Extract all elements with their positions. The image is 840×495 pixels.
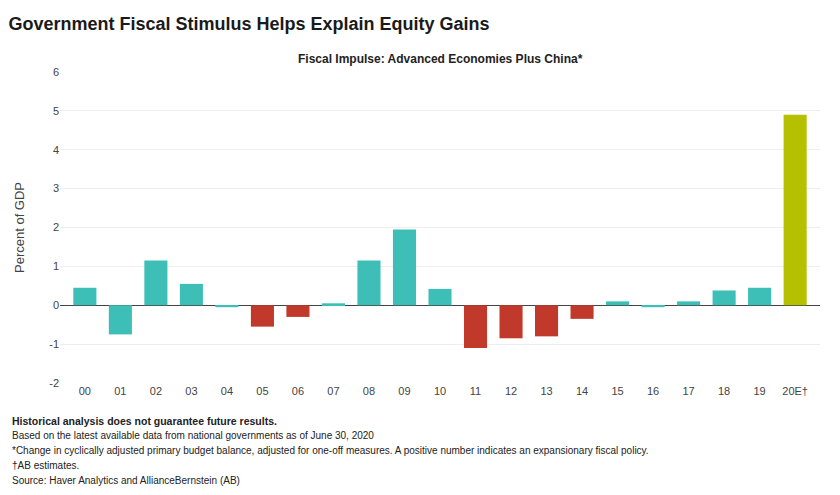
svg-text:17: 17 (682, 385, 694, 397)
svg-text:Percent of GDP: Percent of GDP (12, 182, 27, 273)
svg-text:Government Fiscal Stimulus Hel: Government Fiscal Stimulus Helps Explain… (8, 14, 489, 34)
svg-text:12: 12 (505, 385, 517, 397)
svg-text:05: 05 (256, 385, 268, 397)
svg-text:09: 09 (398, 385, 410, 397)
svg-text:0: 0 (53, 299, 59, 311)
svg-text:Source: Haver Analytics and Al: Source: Haver Analytics and AllianceBern… (12, 475, 240, 486)
svg-text:3: 3 (53, 182, 59, 194)
svg-text:10: 10 (434, 385, 446, 397)
svg-text:11: 11 (470, 385, 481, 397)
svg-text:06: 06 (292, 385, 304, 397)
svg-text:Fiscal Impulse: Advanced Econo: Fiscal Impulse: Advanced Economies Plus … (298, 52, 583, 66)
svg-text:5: 5 (53, 105, 59, 117)
svg-text:Historical analysis does not g: Historical analysis does not guarantee f… (12, 415, 277, 427)
svg-text:19: 19 (754, 385, 766, 397)
svg-text:-1: -1 (49, 338, 59, 350)
svg-text:04: 04 (221, 385, 233, 397)
svg-text:08: 08 (363, 385, 375, 397)
svg-text:16: 16 (647, 385, 659, 397)
svg-text:1: 1 (53, 260, 59, 272)
svg-text:2: 2 (53, 221, 59, 233)
svg-text:07: 07 (327, 385, 339, 397)
svg-text:†AB estimates.: †AB estimates. (12, 460, 79, 471)
svg-text:18: 18 (718, 385, 730, 397)
svg-text:01: 01 (114, 385, 126, 397)
svg-text:-2: -2 (49, 377, 59, 389)
svg-text:4: 4 (53, 144, 59, 156)
svg-text:15: 15 (611, 385, 623, 397)
svg-text:Based on the latest available: Based on the latest available data from … (12, 430, 374, 441)
svg-text:13: 13 (540, 385, 552, 397)
svg-text:00: 00 (79, 385, 91, 397)
svg-text:02: 02 (150, 385, 162, 397)
svg-text:6: 6 (53, 66, 59, 78)
svg-text:20E†: 20E† (782, 385, 808, 397)
svg-text:*Change in cyclically adjusted: *Change in cyclically adjusted primary b… (12, 445, 649, 456)
svg-text:14: 14 (576, 385, 588, 397)
svg-text:03: 03 (185, 385, 197, 397)
